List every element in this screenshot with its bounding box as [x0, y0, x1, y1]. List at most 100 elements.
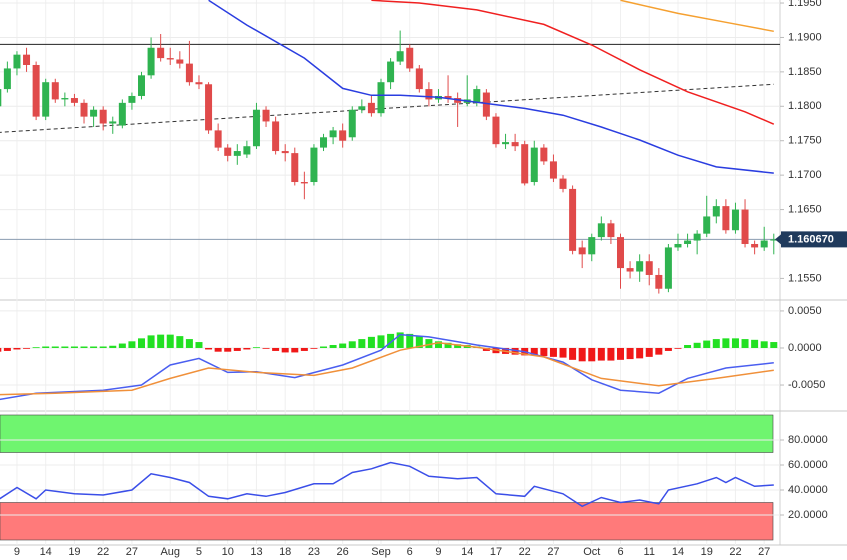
x-tick-label: 27	[758, 546, 770, 558]
x-tick-label: 9	[14, 546, 20, 558]
macd-bar	[320, 346, 328, 348]
macd-bar	[425, 339, 433, 348]
macd-bar	[722, 338, 730, 348]
candle-body	[13, 54, 21, 69]
macd-bar	[540, 347, 548, 357]
macd-bar	[578, 347, 586, 362]
y-tick-label: 1.1850	[788, 66, 822, 78]
candle-body	[607, 223, 615, 238]
x-tick-label: 14	[40, 546, 52, 558]
candle-body	[588, 237, 596, 255]
macd-bar	[636, 347, 644, 359]
candle-body	[684, 240, 692, 244]
candle-body	[770, 239, 778, 241]
candle-body	[70, 98, 78, 103]
candle-body	[367, 102, 375, 114]
macd-bar	[396, 332, 404, 348]
candle-body	[262, 109, 270, 122]
macd-bar	[454, 344, 462, 348]
macd-bar	[32, 347, 40, 349]
macd-line	[0, 342, 774, 396]
candle-body	[731, 209, 739, 231]
x-tick-label: 22	[519, 546, 531, 558]
macd-bar	[367, 336, 375, 348]
candle-body	[348, 109, 356, 138]
candle-body	[233, 151, 241, 156]
candle-body	[23, 54, 31, 65]
macd-bar	[741, 339, 749, 348]
macd-bar	[80, 346, 88, 348]
y-tick-label: 60.0000	[788, 459, 828, 471]
macd-bar	[90, 346, 98, 348]
x-tick-label: Aug	[160, 546, 180, 558]
oscillator-line	[0, 461, 774, 508]
macd-bar	[205, 347, 213, 350]
macd-bar	[434, 341, 442, 348]
candle-body	[109, 121, 117, 124]
macd-bar	[138, 338, 145, 348]
x-tick-label: 14	[672, 546, 684, 558]
macd-bar	[42, 346, 50, 348]
macd-bar	[712, 339, 720, 348]
candle-body	[128, 95, 136, 103]
candle-body	[664, 247, 672, 289]
y-tick-label: 1.1750	[788, 135, 822, 147]
candle-body	[0, 89, 2, 107]
macd-bar	[128, 341, 136, 348]
macd-bar	[329, 345, 337, 348]
macd-bar	[176, 336, 184, 348]
candle-body	[147, 47, 155, 76]
macd-bar	[109, 345, 117, 348]
candle-body	[655, 274, 663, 289]
candle-body	[272, 121, 280, 152]
candle-body	[214, 130, 222, 148]
y-tick-label: 1.1650	[788, 203, 822, 215]
macd-bar	[684, 345, 692, 348]
candle-body	[176, 59, 184, 64]
macd-bar	[626, 347, 634, 360]
last-price-box	[781, 231, 847, 248]
x-tick-label: 5	[196, 546, 202, 558]
y-tick-label: 20.0000	[788, 509, 828, 521]
candle-body	[693, 233, 701, 241]
macd-bar	[339, 343, 347, 348]
x-tick-label: 9	[435, 546, 441, 558]
macd-bar	[664, 347, 672, 351]
macd-bar	[310, 347, 318, 349]
x-tick-label: 6	[407, 546, 413, 558]
macd-bar	[597, 347, 605, 361]
y-tick-label: 80.0000	[788, 434, 828, 446]
macd-bar	[645, 347, 653, 357]
candle-body	[636, 261, 644, 272]
macd-bar	[482, 347, 490, 351]
candle-body	[195, 82, 203, 85]
x-tick-label: 13	[250, 546, 262, 558]
macd-bar	[262, 347, 270, 349]
candle-body	[224, 147, 232, 156]
trendline	[0, 83, 774, 133]
macd-bar	[655, 347, 663, 355]
candle-body	[396, 51, 404, 62]
macd-bar	[377, 335, 385, 348]
macd-bar	[118, 343, 126, 348]
candle-body	[406, 47, 414, 69]
x-tick-label: 18	[279, 546, 291, 558]
moving-average	[620, 0, 774, 33]
macd-bar	[530, 347, 538, 356]
x-tick-label: Oct	[583, 546, 600, 558]
macd-bar	[511, 347, 519, 355]
candle-body	[444, 95, 452, 99]
candle-body	[99, 109, 107, 124]
candle-body	[300, 182, 308, 184]
macd-bar	[281, 347, 289, 353]
candle-body	[387, 61, 395, 83]
macd-bar	[23, 347, 31, 349]
x-tick-label: 10	[222, 546, 234, 558]
candle-body	[377, 82, 385, 114]
x-tick-label: 27	[126, 546, 138, 558]
candle-body	[549, 161, 557, 179]
candle-body	[722, 206, 730, 231]
macd-line	[0, 333, 774, 401]
x-tick-label: 19	[68, 546, 80, 558]
candle-body	[482, 92, 490, 117]
